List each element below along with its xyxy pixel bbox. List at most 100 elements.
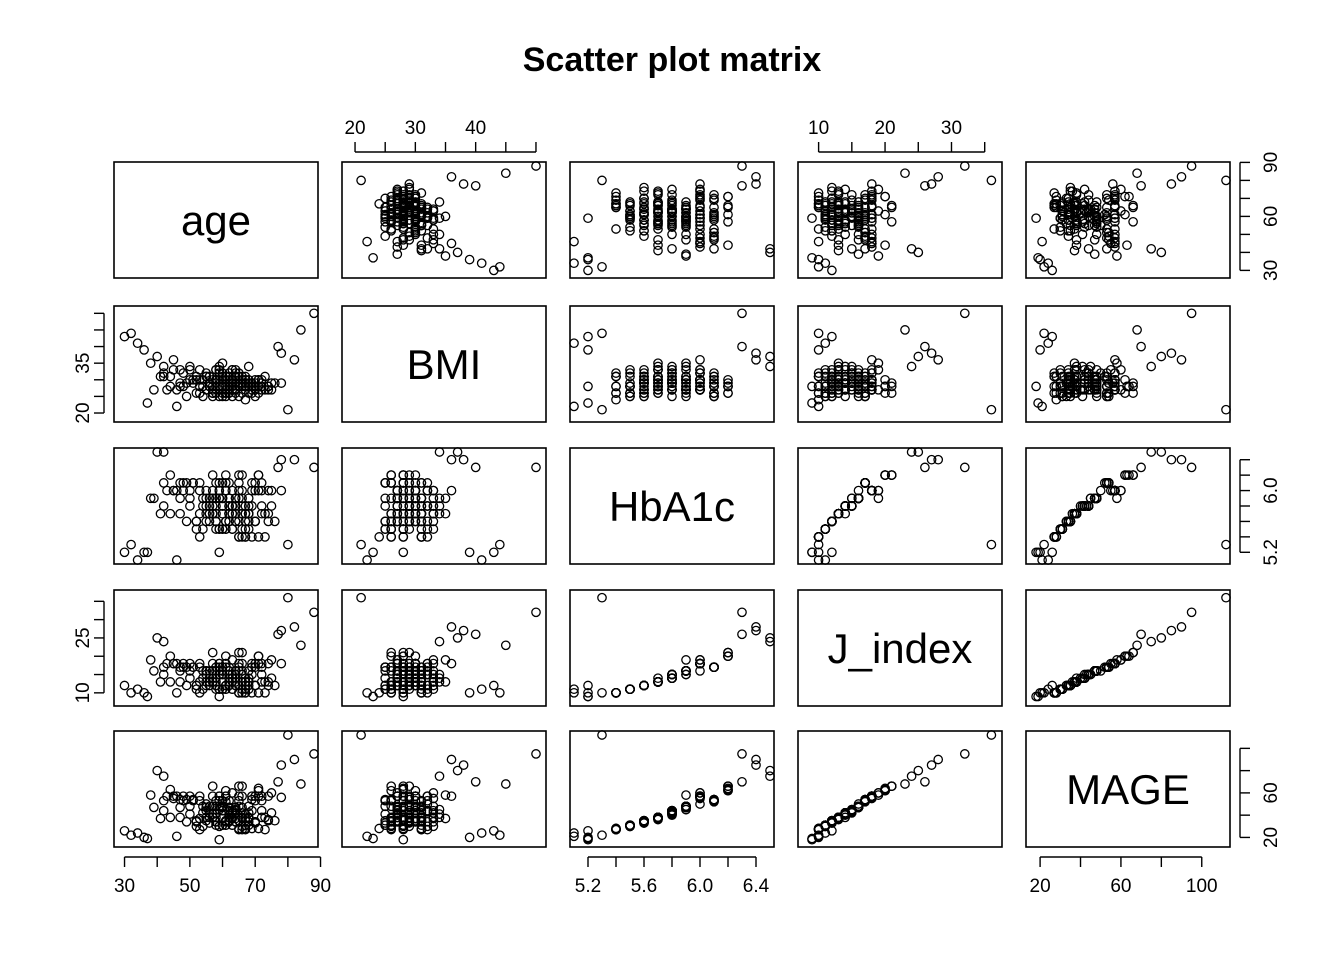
- point-BMI-vs-MAGE: [1186, 308, 1197, 319]
- point-age-vs-J_index: [846, 189, 857, 200]
- point-J_index-vs-BMI: [386, 684, 397, 695]
- point-MAGE-vs-BMI: [380, 794, 391, 805]
- point-BMI-vs-HbA1c: [695, 381, 705, 392]
- point-age-vs-BMI: [392, 220, 403, 231]
- point-age-vs-MAGE: [1120, 209, 1130, 220]
- point-HbA1c-vs-age: [207, 470, 218, 480]
- point-BMI-vs-MAGE: [1122, 381, 1132, 392]
- point-MAGE-vs-BMI: [356, 730, 366, 740]
- point-age-vs-BMI: [398, 186, 409, 197]
- point-BMI-vs-HbA1c: [625, 364, 635, 375]
- point-MAGE-vs-HbA1c: [723, 785, 733, 796]
- point-age-vs-J_index: [873, 184, 884, 195]
- point-HbA1c-vs-BMI: [428, 493, 439, 504]
- point-BMI-vs-J_index: [840, 374, 851, 385]
- point-HbA1c-vs-age: [256, 478, 267, 488]
- point-HbA1c-vs-age: [269, 516, 280, 527]
- variable-label-age: age: [181, 197, 251, 244]
- point-age-vs-BMI: [356, 175, 366, 186]
- point-MAGE-vs-BMI: [458, 760, 469, 770]
- point-BMI-vs-J_index: [813, 345, 824, 355]
- point-HbA1c-vs-MAGE: [1120, 470, 1130, 480]
- point-BMI-vs-age: [207, 391, 218, 402]
- point-HbA1c-vs-age: [211, 524, 221, 534]
- point-HbA1c-vs-BMI: [386, 470, 397, 480]
- point-HbA1c-vs-age: [230, 501, 241, 511]
- point-age-vs-J_index: [813, 188, 824, 198]
- point-BMI-vs-age: [237, 378, 247, 388]
- point-J_index-vs-age: [250, 680, 261, 691]
- point-age-vs-BMI: [410, 207, 421, 218]
- point-BMI-vs-J_index: [813, 371, 824, 382]
- point-HbA1c-vs-age: [266, 485, 277, 496]
- point-MAGE-vs-BMI: [470, 776, 481, 787]
- point-age-vs-J_index: [827, 209, 837, 220]
- point-age-vs-HbA1c: [625, 200, 635, 211]
- point-HbA1c-vs-BMI: [476, 555, 487, 565]
- point-BMI-vs-J_index: [813, 368, 824, 378]
- point-age-vs-MAGE: [1128, 216, 1138, 227]
- point-age-vs-HbA1c: [625, 211, 635, 222]
- point-age-vs-HbA1c: [667, 184, 677, 195]
- point-MAGE-vs-age: [237, 791, 247, 802]
- point-J_index-vs-HbA1c: [653, 677, 663, 687]
- point-BMI-vs-HbA1c: [709, 381, 719, 392]
- point-HbA1c-vs-BMI: [410, 478, 421, 488]
- point-MAGE-vs-age: [194, 791, 205, 802]
- point-J_index-vs-HbA1c: [667, 669, 677, 680]
- point-age-vs-MAGE: [1063, 204, 1074, 215]
- point-HbA1c-vs-BMI: [464, 547, 475, 558]
- point-age-vs-J_index: [807, 213, 817, 224]
- point-BMI-vs-HbA1c: [667, 361, 677, 372]
- point-BMI-vs-HbA1c: [625, 381, 635, 392]
- point-MAGE-vs-J_index: [833, 812, 844, 823]
- point-J_index-vs-HbA1c: [751, 625, 761, 636]
- point-BMI-vs-HbA1c: [625, 378, 635, 388]
- point-BMI-vs-MAGE: [1101, 371, 1112, 382]
- point-J_index-vs-MAGE: [1071, 677, 1082, 687]
- point-HbA1c-vs-age: [158, 501, 169, 511]
- point-BMI-vs-J_index: [886, 381, 897, 392]
- point-J_index-vs-BMI: [446, 658, 457, 669]
- point-BMI-vs-J_index: [827, 371, 837, 382]
- point-J_index-vs-BMI: [531, 607, 541, 618]
- point-MAGE-vs-J_index: [880, 785, 890, 796]
- point-age-vs-HbA1c: [639, 204, 649, 215]
- point-MAGE-vs-J_index: [860, 795, 870, 806]
- point-age-vs-HbA1c: [695, 224, 705, 234]
- point-age-vs-BMI: [398, 207, 409, 218]
- point-age-vs-J_index: [853, 197, 864, 207]
- point-age-vs-BMI: [404, 200, 415, 211]
- point-MAGE-vs-age: [237, 781, 247, 792]
- point-age-vs-BMI: [398, 218, 409, 229]
- point-J_index-vs-BMI: [410, 673, 421, 684]
- point-BMI-vs-J_index: [866, 378, 877, 388]
- point-age-vs-BMI: [428, 234, 439, 245]
- point-BMI-vs-J_index: [926, 348, 937, 359]
- panel-J_index-vs-BMI: [341, 589, 547, 707]
- point-age-vs-BMI: [476, 258, 487, 269]
- point-age-vs-J_index: [833, 240, 844, 251]
- point-BMI-vs-J_index: [833, 358, 844, 369]
- point-BMI-vs-MAGE: [1110, 354, 1120, 365]
- point-MAGE-vs-age: [243, 808, 254, 818]
- point-age-vs-HbA1c: [765, 247, 775, 258]
- point-age-vs-HbA1c: [723, 216, 733, 227]
- point-age-vs-J_index: [813, 198, 824, 209]
- point-HbA1c-vs-BMI: [428, 524, 439, 534]
- point-BMI-vs-HbA1c: [765, 361, 775, 372]
- point-HbA1c-vs-BMI: [386, 524, 397, 534]
- point-BMI-vs-HbA1c: [737, 308, 747, 319]
- point-BMI-vs-HbA1c: [597, 328, 607, 339]
- matrix-panels: age BMI HbA1c J_index MAGE 30 50 70 90 20 30 40 5.2 5…: [73, 118, 1282, 897]
- point-age-vs-MAGE: [1057, 215, 1068, 225]
- point-MAGE-vs-BMI: [380, 820, 391, 831]
- point-BMI-vs-HbA1c: [653, 388, 663, 398]
- point-age-vs-MAGE: [1035, 254, 1045, 265]
- point-HbA1c-vs-age: [224, 493, 234, 504]
- point-J_index-vs-BMI: [410, 669, 421, 680]
- point-J_index-vs-MAGE: [1221, 592, 1231, 603]
- point-MAGE-vs-HbA1c: [695, 788, 705, 798]
- panel-HbA1c-vs-MAGE: [1025, 447, 1231, 565]
- point-age-vs-HbA1c: [639, 220, 649, 231]
